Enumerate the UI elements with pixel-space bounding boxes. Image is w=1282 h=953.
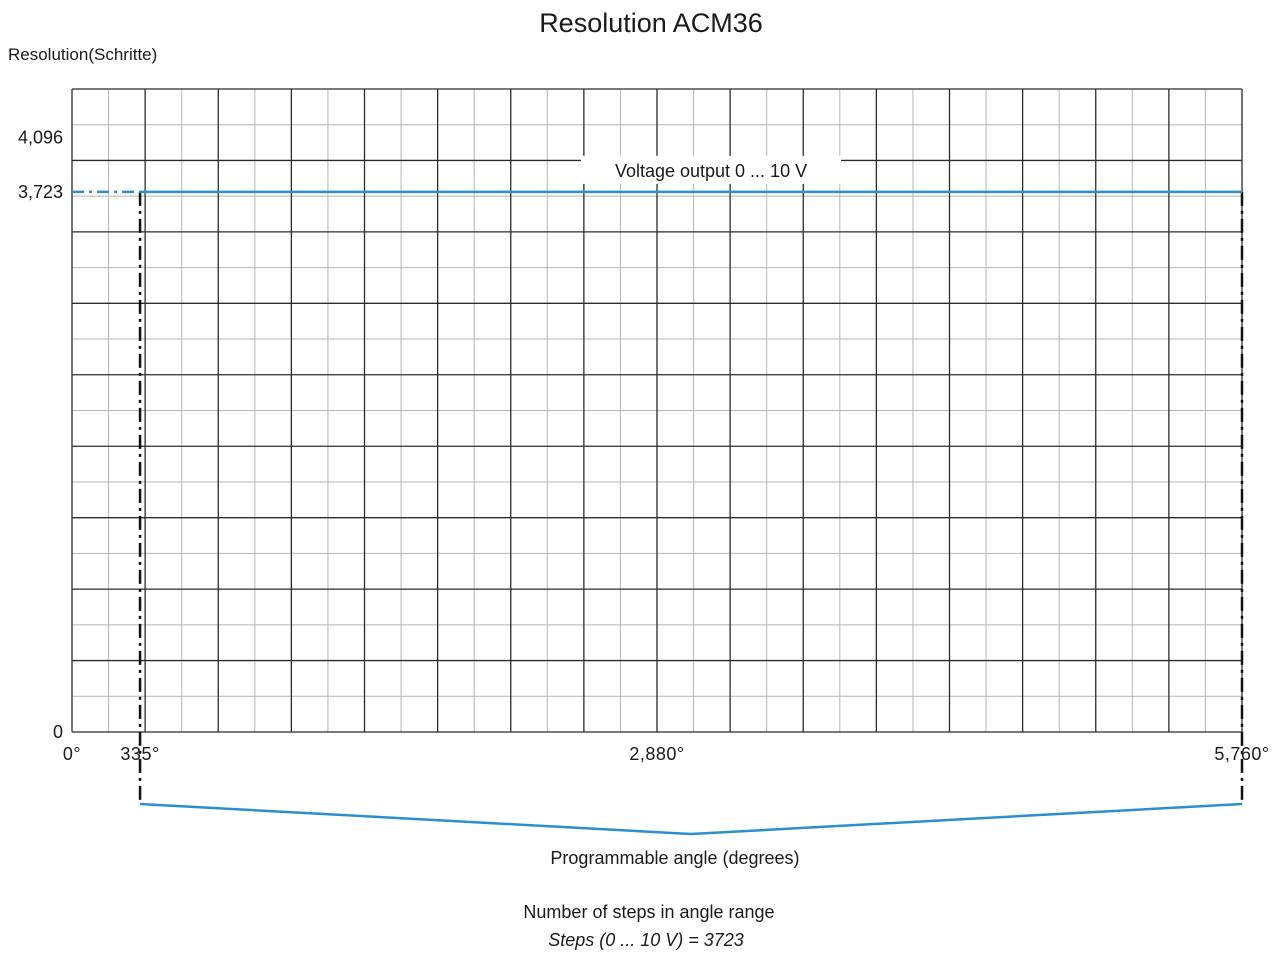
range-markers (138, 191, 1244, 805)
series-label-background (581, 155, 842, 184)
y-tick-label: 3,723 (18, 182, 63, 202)
grid-major (71, 88, 1243, 733)
y-tick-label: 4,096 (18, 128, 63, 148)
y-axis-label: Resolution(Schritte) (8, 45, 157, 64)
chart-title: Resolution ACM36 (539, 8, 763, 38)
x-axis-label: Programmable angle (degrees) (550, 848, 799, 868)
steps-note: Number of steps in angle range (523, 902, 774, 922)
series-label: Voltage output 0 ... 10 V (615, 161, 807, 181)
range-brace (139, 802, 1243, 836)
x-tick-label: 2,880° (629, 744, 684, 764)
x-tick-label: 335° (120, 744, 159, 764)
tick-labels: 0° 335° 2,880° 5,760° 0 3,723 4,096 (18, 128, 1269, 764)
y-tick-label: 0 (53, 722, 63, 742)
x-tick-label: 5,760° (1214, 744, 1269, 764)
steps-formula: Steps (0 ... 10 V) = 3723 (548, 930, 744, 950)
x-tick-label: 0° (63, 744, 81, 764)
